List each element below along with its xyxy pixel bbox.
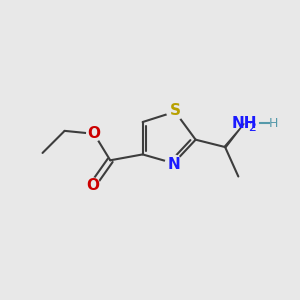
Circle shape	[236, 115, 253, 132]
Text: NH: NH	[232, 116, 257, 131]
Text: S: S	[169, 103, 181, 118]
Text: O: O	[88, 126, 100, 141]
Circle shape	[85, 178, 100, 193]
Text: N: N	[167, 157, 180, 172]
Circle shape	[167, 103, 183, 120]
Circle shape	[165, 155, 182, 172]
Polygon shape	[224, 124, 244, 148]
Text: 2: 2	[248, 121, 256, 134]
Text: O: O	[86, 178, 99, 193]
Circle shape	[87, 126, 101, 141]
Text: H: H	[269, 117, 278, 130]
